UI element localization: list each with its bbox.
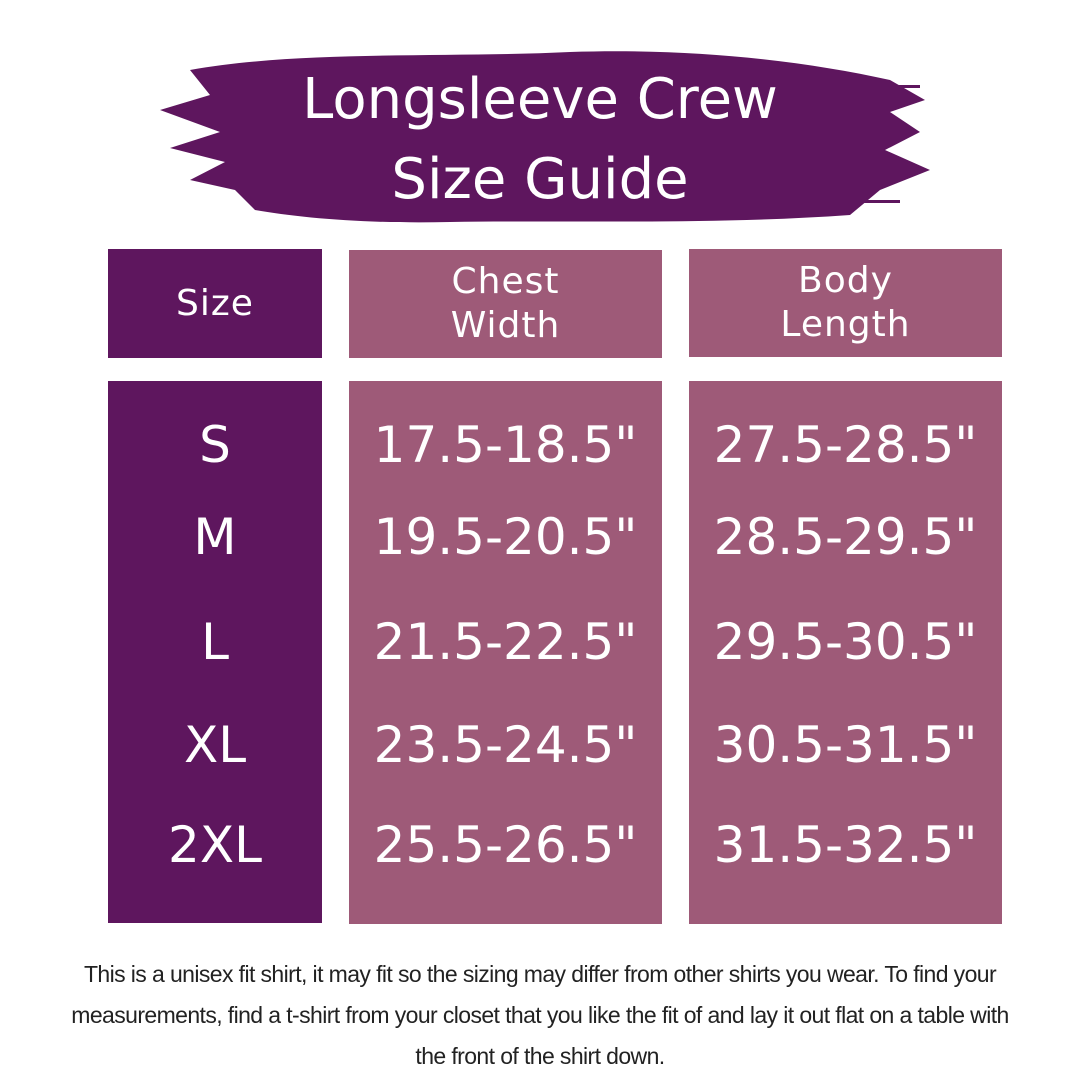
header-body-line2: Length xyxy=(780,304,911,345)
header-body-length: Body Length xyxy=(689,249,1002,357)
cell-size: 2XL xyxy=(168,816,262,874)
cell-chest: 17.5-18.5" xyxy=(373,416,638,474)
cell-chest: 21.5-22.5" xyxy=(373,613,638,671)
header-size-label: Size xyxy=(176,282,254,324)
cell-length: 30.5-31.5" xyxy=(713,716,978,774)
cell-size: XL xyxy=(183,716,247,774)
header-chest-line1: Chest xyxy=(451,261,560,302)
cell-length: 27.5-28.5" xyxy=(713,416,978,474)
cell-length: 31.5-32.5" xyxy=(713,816,978,874)
sizing-note: This is a unisex fit shirt, it may fit s… xyxy=(71,961,1009,1069)
cell-chest: 25.5-26.5" xyxy=(373,816,638,874)
cell-size: S xyxy=(199,416,231,474)
size-column: S M L XL 2XL xyxy=(108,381,322,923)
title-line-2: Size Guide xyxy=(391,147,689,212)
cell-size: L xyxy=(201,613,229,671)
brush-stroke-banner xyxy=(160,51,930,223)
chest-width-column: 17.5-18.5" 19.5-20.5" 21.5-22.5" 23.5-24.5"… xyxy=(349,381,662,924)
body-length-column: 27.5-28.5" 28.5-29.5" 29.5-30.5" 30.5-31.5"… xyxy=(689,381,1002,924)
title-line-1: Longsleeve Crew xyxy=(302,67,778,132)
cell-chest: 23.5-24.5" xyxy=(373,716,638,774)
cell-chest: 19.5-20.5" xyxy=(373,508,638,566)
cell-length: 28.5-29.5" xyxy=(713,508,978,566)
header-size: Size xyxy=(108,249,322,358)
header-chest-width: Chest Width xyxy=(349,250,662,358)
cell-size: M xyxy=(193,508,237,566)
header-chest-line2: Width xyxy=(450,305,561,346)
header-body-line1: Body xyxy=(798,260,893,301)
cell-length: 29.5-30.5" xyxy=(713,613,978,671)
